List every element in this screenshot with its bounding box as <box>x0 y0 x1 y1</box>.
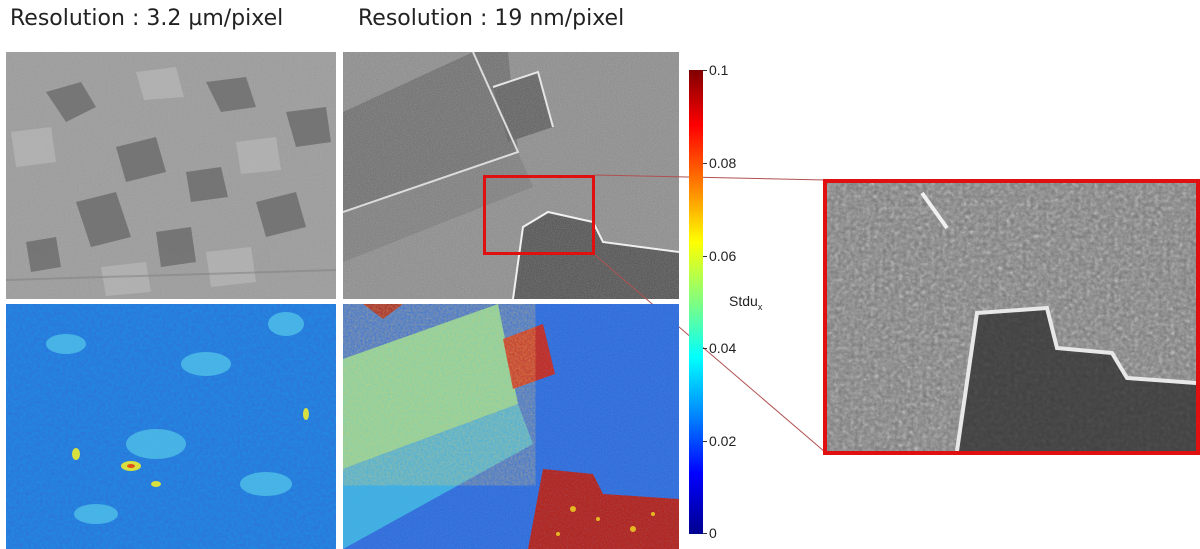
colorbar-tick <box>703 256 707 257</box>
colorbar-tick <box>703 163 707 164</box>
colorbar-tick-label: 0.06 <box>709 248 737 264</box>
colorbar-label-subscript: x <box>757 301 763 312</box>
stdu-map-low-resolution <box>6 304 336 549</box>
colorbar <box>689 70 703 534</box>
colorbar-tick-label: 0.08 <box>709 155 737 171</box>
colorbar-label: Stdux <box>729 293 762 312</box>
stdu-map-high-resolution <box>343 304 679 549</box>
zoomed-detail-image <box>823 179 1200 455</box>
colorbar-tick <box>703 533 707 534</box>
colorbar-tick <box>703 348 707 349</box>
colorbar-tick-label: 0.04 <box>709 340 737 356</box>
heading-high-resolution: Resolution : 19 nm/pixel <box>358 6 625 31</box>
colorbar-tick-label: 0.02 <box>709 433 737 449</box>
colorbar-label-main: Stdu <box>729 293 758 309</box>
colorbar-tick-label: 0.1 <box>709 62 729 78</box>
colorbar-tick-label: 0 <box>709 525 717 541</box>
sem-image-low-resolution <box>6 52 336 299</box>
colorbar-tick <box>703 441 707 442</box>
colorbar-tick <box>703 70 707 71</box>
zoom-region-box <box>483 175 595 255</box>
heading-low-resolution: Resolution : 3.2 µm/pixel <box>10 6 284 31</box>
